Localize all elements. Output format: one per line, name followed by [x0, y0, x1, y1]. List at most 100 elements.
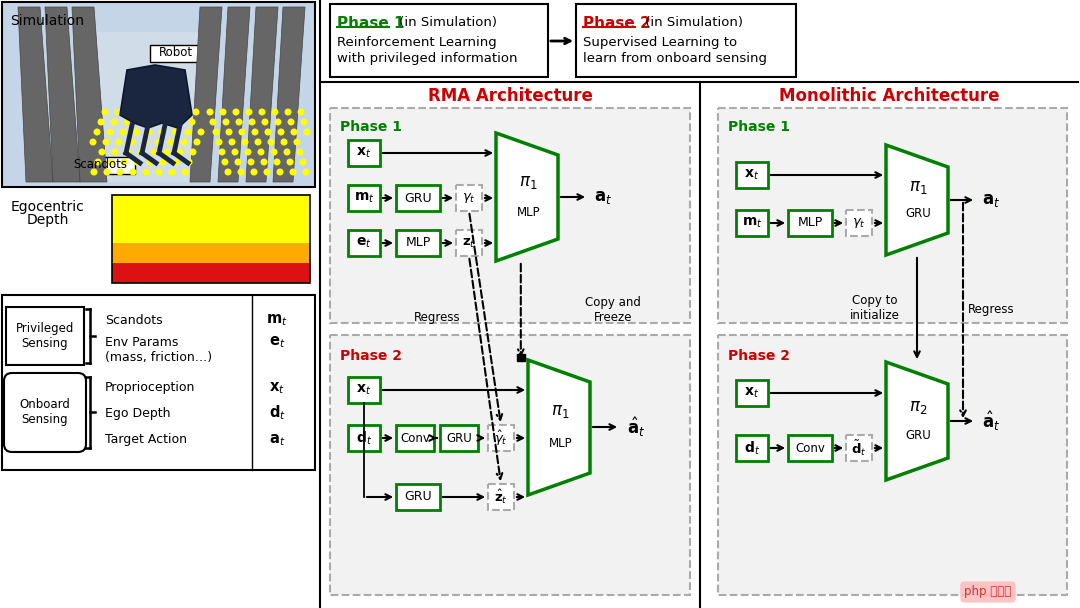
- Circle shape: [120, 130, 125, 135]
- Text: learn from onboard sensing: learn from onboard sensing: [583, 52, 767, 65]
- Polygon shape: [218, 7, 249, 182]
- Text: MLP: MLP: [797, 216, 823, 229]
- Circle shape: [229, 139, 234, 145]
- Circle shape: [180, 109, 186, 115]
- Circle shape: [190, 149, 195, 155]
- Circle shape: [104, 139, 109, 145]
- Circle shape: [125, 149, 131, 155]
- Circle shape: [272, 109, 278, 115]
- Circle shape: [117, 139, 122, 145]
- Circle shape: [298, 109, 303, 115]
- Text: Phase 1: Phase 1: [337, 16, 405, 31]
- Circle shape: [189, 119, 194, 125]
- Bar: [112, 243, 310, 263]
- Bar: [718, 335, 1067, 595]
- Bar: [456, 230, 482, 256]
- Circle shape: [183, 169, 188, 175]
- Polygon shape: [273, 7, 305, 182]
- Text: Regress: Regress: [968, 303, 1014, 317]
- Polygon shape: [246, 7, 278, 182]
- Circle shape: [186, 159, 192, 165]
- Text: MLP: MLP: [516, 206, 540, 219]
- Circle shape: [154, 109, 160, 115]
- Circle shape: [266, 130, 271, 135]
- Text: Regress: Regress: [414, 311, 460, 325]
- Circle shape: [224, 119, 229, 125]
- Circle shape: [305, 130, 310, 135]
- Circle shape: [160, 159, 166, 165]
- Text: Proprioception: Proprioception: [105, 381, 195, 395]
- Circle shape: [141, 109, 147, 115]
- Bar: [348, 425, 380, 451]
- Text: GRU: GRU: [446, 432, 472, 444]
- Circle shape: [99, 149, 105, 155]
- Circle shape: [303, 169, 309, 175]
- Circle shape: [146, 130, 152, 135]
- Circle shape: [278, 169, 283, 175]
- Circle shape: [252, 169, 257, 175]
- Bar: [65, 157, 135, 174]
- Circle shape: [104, 169, 110, 175]
- Text: (in Simulation): (in Simulation): [395, 16, 497, 29]
- Circle shape: [167, 109, 173, 115]
- Circle shape: [239, 169, 244, 175]
- Circle shape: [147, 159, 152, 165]
- Circle shape: [246, 109, 252, 115]
- Circle shape: [107, 130, 112, 135]
- Bar: [112, 195, 310, 283]
- Text: MLP: MLP: [405, 237, 431, 249]
- Circle shape: [237, 119, 242, 125]
- Bar: [735, 210, 768, 236]
- Text: GRU: GRU: [404, 491, 432, 503]
- Circle shape: [216, 139, 221, 145]
- Text: $\pi_1$: $\pi_1$: [909, 178, 928, 196]
- Bar: [330, 108, 690, 323]
- Circle shape: [248, 159, 254, 165]
- Circle shape: [232, 149, 238, 155]
- Text: $\mathbf{x}_t$: $\mathbf{x}_t$: [744, 168, 759, 182]
- Polygon shape: [886, 145, 948, 255]
- Text: Env Params: Env Params: [105, 336, 178, 348]
- Circle shape: [274, 159, 280, 165]
- Bar: [788, 435, 832, 461]
- Text: $\tilde{\mathbf{d}}_t$: $\tilde{\mathbf{d}}_t$: [851, 438, 867, 458]
- Circle shape: [287, 159, 293, 165]
- Bar: [348, 185, 380, 211]
- Text: $\mathbf{d}_t$: $\mathbf{d}_t$: [269, 404, 285, 423]
- Circle shape: [91, 169, 97, 175]
- Bar: [348, 140, 380, 166]
- FancyBboxPatch shape: [4, 373, 86, 452]
- Circle shape: [253, 130, 258, 135]
- Circle shape: [288, 119, 294, 125]
- Text: Supervised Learning to: Supervised Learning to: [583, 36, 738, 49]
- Circle shape: [222, 159, 228, 165]
- Circle shape: [291, 169, 296, 175]
- Circle shape: [138, 149, 144, 155]
- Bar: [488, 484, 514, 510]
- Circle shape: [271, 149, 276, 155]
- Text: $\pi_2$: $\pi_2$: [909, 398, 928, 416]
- Polygon shape: [528, 360, 590, 495]
- Text: $\hat{\mathbf{a}}_t$: $\hat{\mathbf{a}}_t$: [982, 409, 1000, 433]
- Circle shape: [259, 109, 265, 115]
- Circle shape: [219, 149, 225, 155]
- Text: Scandots: Scandots: [73, 159, 127, 171]
- Bar: [348, 377, 380, 403]
- Bar: [2, 295, 315, 470]
- Text: Phase 1: Phase 1: [728, 120, 789, 134]
- Circle shape: [279, 130, 284, 135]
- Circle shape: [91, 139, 96, 145]
- Circle shape: [262, 119, 268, 125]
- Text: $\mathbf{d}_t$: $\mathbf{d}_t$: [744, 440, 760, 457]
- Circle shape: [134, 159, 139, 165]
- Circle shape: [164, 149, 170, 155]
- Circle shape: [103, 109, 108, 115]
- Text: Monolithic Architecture: Monolithic Architecture: [779, 87, 999, 105]
- Circle shape: [137, 119, 143, 125]
- Circle shape: [94, 130, 99, 135]
- Circle shape: [170, 169, 175, 175]
- Circle shape: [194, 139, 200, 145]
- Text: $\hat{\gamma}_t$: $\hat{\gamma}_t$: [494, 429, 508, 447]
- Polygon shape: [886, 362, 948, 480]
- Circle shape: [292, 130, 297, 135]
